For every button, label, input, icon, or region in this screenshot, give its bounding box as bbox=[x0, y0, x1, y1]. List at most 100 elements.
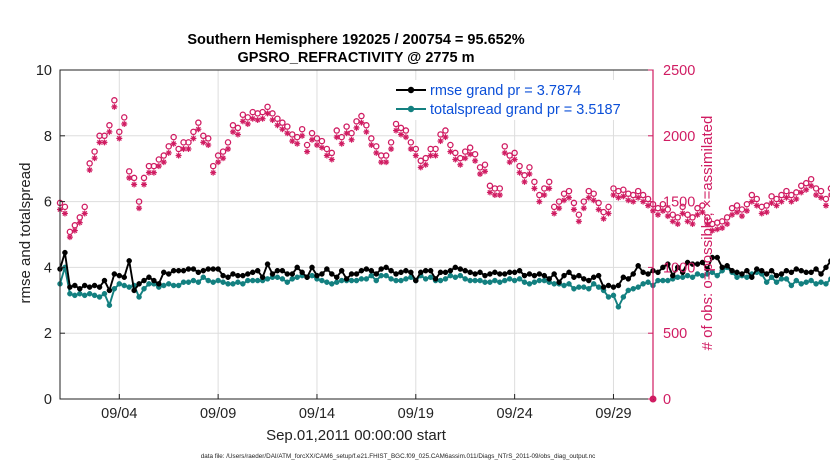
rmse-point bbox=[720, 265, 725, 270]
rmse-point bbox=[779, 271, 784, 276]
y-left-tick-label: 6 bbox=[44, 195, 52, 211]
spread-point bbox=[482, 280, 487, 285]
rmse-point bbox=[646, 271, 651, 276]
spread-point bbox=[532, 280, 537, 285]
obs-assimilated-point bbox=[269, 117, 275, 123]
rmse-point bbox=[364, 267, 369, 272]
spread-point bbox=[665, 278, 670, 283]
spread-point bbox=[364, 276, 369, 281]
rmse-point bbox=[186, 267, 191, 272]
spread-point bbox=[586, 286, 591, 291]
rmse-point bbox=[581, 276, 586, 281]
rmse-point bbox=[394, 271, 399, 276]
legend-spread-label: totalspread grand pr = 3.5187 bbox=[430, 102, 621, 118]
spread-point bbox=[310, 273, 315, 278]
rmse-point bbox=[142, 278, 147, 283]
spread-point bbox=[626, 288, 631, 293]
x-axis-label: Sep.01,2011 00:00:00 start bbox=[266, 427, 447, 444]
spread-point bbox=[443, 276, 448, 281]
rmse-point bbox=[744, 268, 749, 273]
spread-point bbox=[275, 275, 280, 280]
spread-point bbox=[611, 293, 616, 298]
spread-point bbox=[468, 278, 473, 283]
spread-point bbox=[744, 275, 749, 280]
legend-rmse-label: rmse grand pr = 3.7874 bbox=[430, 83, 581, 99]
rmse-point bbox=[423, 268, 428, 273]
spread-point bbox=[398, 278, 403, 283]
obs-assimilated-point bbox=[111, 104, 117, 110]
rmse-point bbox=[522, 273, 527, 278]
rmse-point bbox=[196, 270, 201, 275]
y-right-tick-label: 2500 bbox=[663, 63, 695, 79]
obs-assimilated-point bbox=[472, 158, 478, 164]
spread-point bbox=[655, 278, 660, 283]
spread-point bbox=[349, 278, 354, 283]
rmse-point bbox=[305, 275, 310, 280]
rmse-point bbox=[87, 285, 92, 290]
rmse-point bbox=[166, 271, 171, 276]
spread-point bbox=[142, 286, 147, 291]
spread-point bbox=[621, 295, 626, 300]
rmse-point bbox=[433, 276, 438, 281]
rmse-point bbox=[265, 262, 270, 267]
spread-point bbox=[374, 278, 379, 283]
spread-point bbox=[492, 278, 497, 283]
spread-point bbox=[458, 273, 463, 278]
spread-point bbox=[230, 281, 235, 286]
rmse-point bbox=[349, 271, 354, 276]
rmse-point bbox=[769, 268, 774, 273]
y-left-tick-label: 4 bbox=[44, 260, 52, 276]
rmse-point bbox=[112, 271, 117, 276]
spread-point bbox=[87, 291, 92, 296]
spread-point bbox=[507, 276, 512, 281]
rmse-point bbox=[398, 270, 403, 275]
spread-point bbox=[769, 275, 774, 280]
rmse-point bbox=[161, 270, 166, 275]
rmse-point bbox=[334, 275, 339, 280]
spread-point bbox=[290, 276, 295, 281]
legend-rmse-marker bbox=[408, 87, 414, 93]
spread-point bbox=[799, 281, 804, 286]
rmse-point bbox=[221, 273, 226, 278]
obs-assimilated-point bbox=[482, 168, 488, 174]
rmse-point bbox=[77, 286, 82, 291]
y-right-tick-label: 1000 bbox=[663, 260, 695, 276]
obs-assimilated-point bbox=[724, 221, 730, 227]
spread-point bbox=[389, 276, 394, 281]
rmse-point bbox=[389, 268, 394, 273]
rmse-point bbox=[329, 271, 334, 276]
rmse-point bbox=[586, 278, 591, 283]
obs-assimilated-point bbox=[620, 193, 626, 199]
rmse-point bbox=[359, 268, 364, 273]
y-axis-label-right: # of obs: o=possible; ×=assimilated bbox=[699, 116, 716, 351]
rmse-point bbox=[492, 270, 497, 275]
obs-assimilated-point bbox=[260, 116, 266, 122]
spread-point bbox=[137, 295, 142, 300]
rmse-point bbox=[374, 271, 379, 276]
spread-point bbox=[438, 278, 443, 283]
spread-point bbox=[809, 278, 814, 283]
spread-point bbox=[735, 275, 740, 280]
spread-point bbox=[571, 286, 576, 291]
chart-title-line2: GPSRO_REFRACTIVITY @ 2775 m bbox=[237, 50, 474, 66]
x-tick-label: 09/04 bbox=[101, 406, 137, 422]
spread-point bbox=[581, 285, 586, 290]
rmse-point bbox=[428, 268, 433, 273]
rmse-point bbox=[576, 273, 581, 278]
spread-point bbox=[176, 283, 181, 288]
rmse-point bbox=[799, 268, 804, 273]
rmse-point bbox=[176, 268, 181, 273]
rmse-point bbox=[517, 268, 522, 273]
chart-title-line1: Southern Hemisphere 192025 / 200754 = 95… bbox=[187, 32, 524, 48]
rmse-point bbox=[606, 283, 611, 288]
rmse-point bbox=[206, 267, 211, 272]
spread-point bbox=[596, 285, 601, 290]
spread-point bbox=[394, 278, 399, 283]
y-right-tick-label: 2000 bbox=[663, 129, 695, 145]
rmse-point bbox=[240, 273, 245, 278]
rmse-point bbox=[473, 271, 478, 276]
spread-point bbox=[166, 281, 171, 286]
spread-point bbox=[319, 278, 324, 283]
rmse-point bbox=[295, 265, 300, 270]
spread-point bbox=[660, 278, 665, 283]
